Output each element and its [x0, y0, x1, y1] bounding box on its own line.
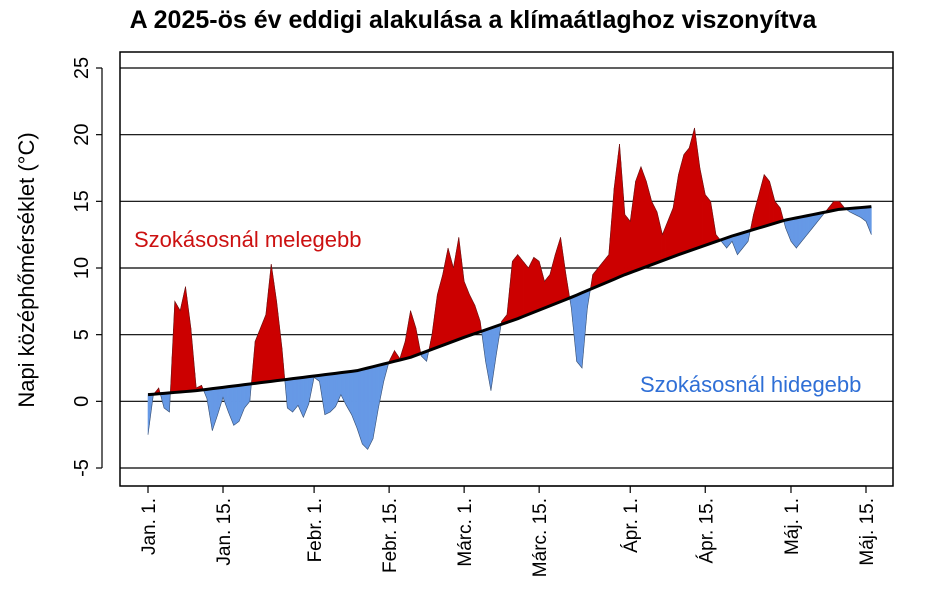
x-tick-label: Febr. 1. [305, 498, 326, 562]
y-axis-label: Napi középhőmérséklet (°C) [14, 132, 39, 407]
x-tick-label: Máj. 15. [857, 498, 878, 566]
x-tick-label: Jan. 1. [139, 498, 160, 555]
chart-title: A 2025-ös év eddigi alakulása a klímaátl… [129, 6, 817, 34]
y-axis-label-svg: Napi középhőmérséklet (°C) [14, 132, 39, 407]
x-tick-label: Febr. 15. [380, 498, 401, 573]
y-tick-label: -5 [71, 459, 93, 477]
y-tick-label: 5 [71, 329, 93, 340]
y-axis-label-wrap: Napi középhőmérséklet (°C) [6, 60, 46, 480]
x-tick-label: Ápr. 15. [696, 498, 717, 564]
y-tick-label: 25 [71, 57, 93, 79]
y-tick-label: 10 [71, 257, 93, 279]
climate-normal-line [147, 205, 872, 397]
x-tick-label: Ápr. 1. [621, 498, 642, 553]
cold-annotation: Szokásosnál hidegebb [640, 372, 861, 397]
x-tick-label: Jan. 15. [214, 498, 235, 566]
daily-temperature-line [147, 127, 872, 450]
y-tick-label: 20 [71, 124, 93, 146]
warm-annotation: Szokásosnál melegebb [134, 227, 361, 252]
y-tick-label: 15 [71, 190, 93, 212]
cold-anomaly-area [869, 206, 872, 235]
y-tick-label: 0 [71, 396, 93, 407]
x-tick-label: Márc. 1. [455, 498, 476, 567]
x-tick-label: Máj. 1. [782, 498, 803, 555]
x-tick-label: Márc. 15. [530, 498, 551, 577]
